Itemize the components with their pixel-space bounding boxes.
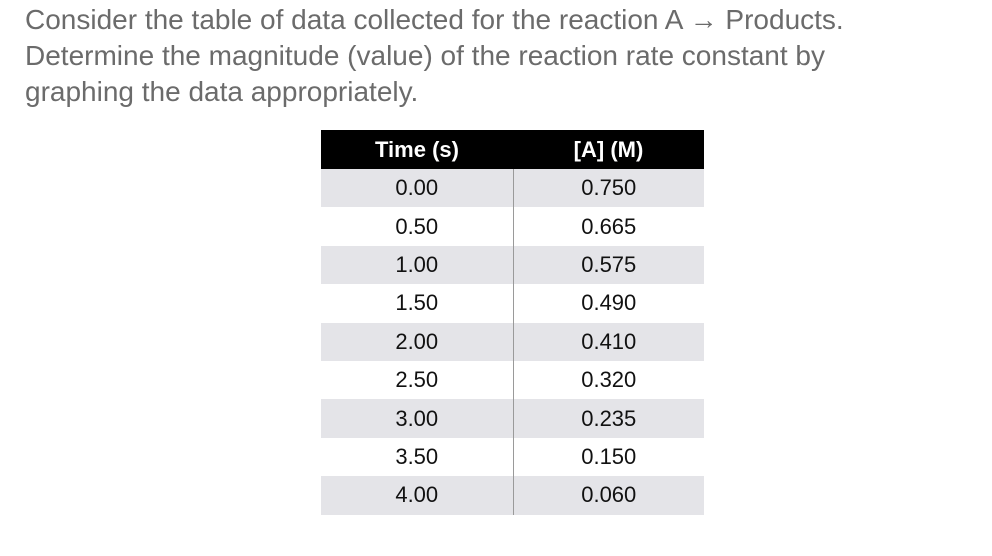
table-row: 3.50 0.150 xyxy=(321,437,704,477)
concentration-cell: 0.575 xyxy=(513,245,704,285)
question-text: Consider the table of data collected for… xyxy=(25,2,975,110)
table-row: 2.50 0.320 xyxy=(321,360,704,400)
table-row: 0.00 0.750 xyxy=(321,169,704,208)
table-row: 1.00 0.575 xyxy=(321,245,704,285)
concentration-cell: 0.665 xyxy=(513,207,704,246)
time-cell: 4.00 xyxy=(321,476,514,515)
time-cell: 1.50 xyxy=(321,284,514,323)
table-row: 3.00 0.235 xyxy=(321,399,704,438)
time-cell: 1.00 xyxy=(321,245,514,285)
question-line: Determine the magnitude (value) of the r… xyxy=(25,40,825,71)
table-row: 0.50 0.665 xyxy=(321,207,704,246)
concentration-cell: 0.320 xyxy=(513,360,704,400)
question-line: Consider the table of data collected for… xyxy=(25,4,844,35)
concentration-cell: 0.060 xyxy=(513,476,704,515)
time-cell: 2.00 xyxy=(321,322,514,361)
question-line: graphing the data appropriately. xyxy=(25,76,419,107)
time-cell: 3.00 xyxy=(321,399,514,438)
concentration-cell: 0.150 xyxy=(513,437,704,477)
concentration-cell: 0.490 xyxy=(513,284,704,323)
concentration-cell: 0.235 xyxy=(513,399,704,438)
table-row: 2.00 0.410 xyxy=(321,322,704,361)
time-cell: 2.50 xyxy=(321,360,514,400)
column-header-concentration: [A] (M) xyxy=(513,130,704,169)
time-cell: 0.50 xyxy=(321,207,514,246)
data-table: Time (s) [A] (M) 0.00 0.750 0.50 0.665 1… xyxy=(321,130,704,515)
time-cell: 3.50 xyxy=(321,437,514,477)
table-row: 1.50 0.490 xyxy=(321,284,704,323)
time-cell: 0.00 xyxy=(321,169,514,208)
concentration-cell: 0.410 xyxy=(513,322,704,361)
table-header-row: Time (s) [A] (M) xyxy=(321,130,704,169)
concentration-cell: 0.750 xyxy=(513,169,704,208)
table-row: 4.00 0.060 xyxy=(321,476,704,515)
column-header-time: Time (s) xyxy=(321,130,513,169)
